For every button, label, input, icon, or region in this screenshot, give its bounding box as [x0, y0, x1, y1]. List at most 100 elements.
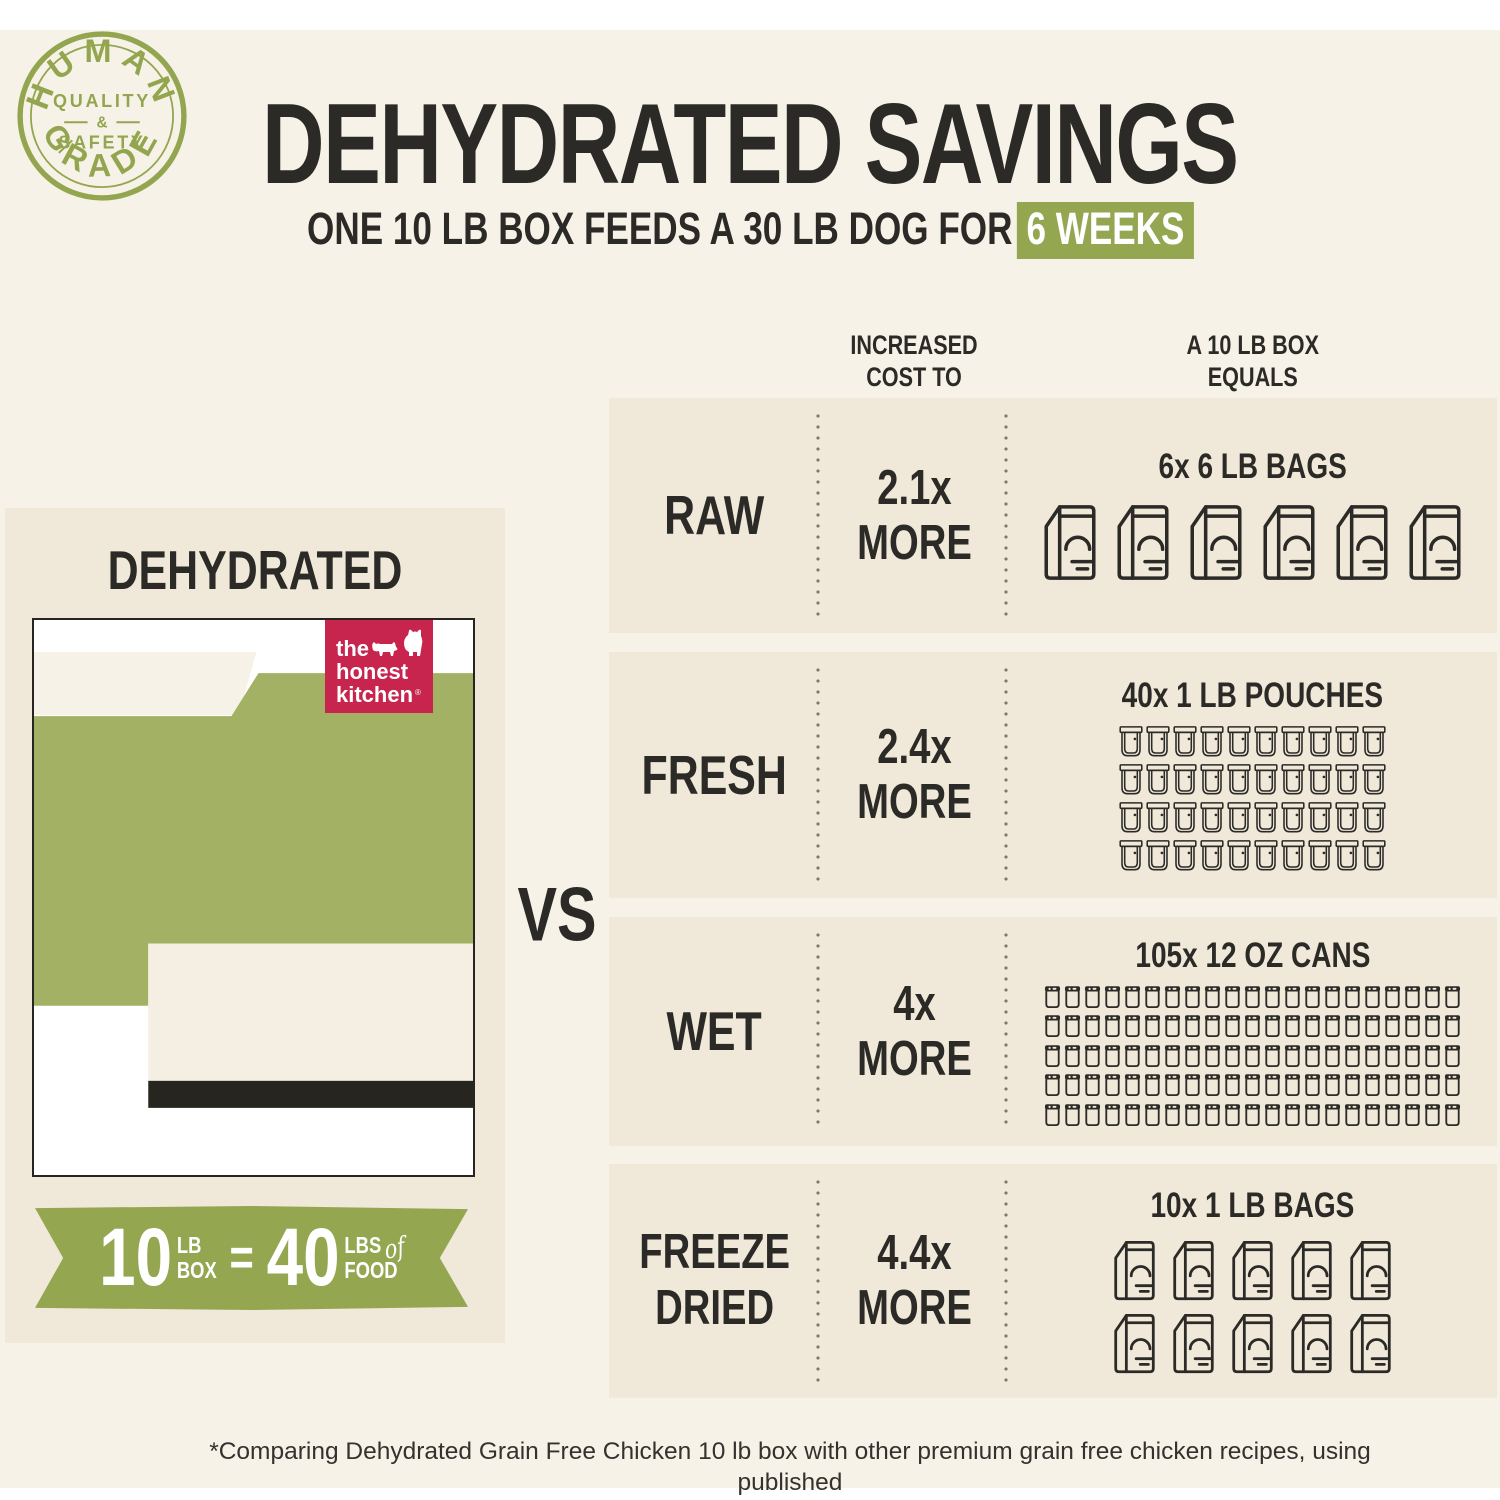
pouch-icon — [1281, 763, 1305, 798]
can-icon — [1064, 1013, 1081, 1039]
pouch-icon — [1227, 839, 1251, 874]
can-icon — [1144, 1043, 1161, 1069]
can-icon — [1324, 1043, 1341, 1069]
can-icon — [1444, 1102, 1461, 1128]
pouch-icon — [1227, 801, 1251, 836]
row-cost-cell: 2.4x MORE — [820, 652, 1008, 898]
row-label-cell: WET — [609, 917, 820, 1146]
bag-icon — [1346, 1311, 1395, 1377]
can-icon — [1264, 1072, 1281, 1098]
page-subtitle: ONE 10 LB BOX FEEDS A 30 LB DOG FOR 6 WEE… — [0, 202, 1500, 259]
can-icon — [1084, 1102, 1101, 1128]
pouch-icon — [1254, 801, 1278, 836]
can-icon — [1124, 984, 1141, 1010]
row-equals-cell: 10x 1 LB BAGS — [1008, 1164, 1497, 1398]
pouch-icon — [1119, 839, 1143, 874]
dotted-divider — [816, 668, 820, 882]
pouch-icon — [1173, 763, 1197, 798]
can-icon — [1144, 1013, 1161, 1039]
can-icon — [1364, 984, 1381, 1010]
can-icon — [1144, 984, 1161, 1010]
can-icon — [1444, 984, 1461, 1010]
row-equals-cell: 40x 1 LB POUCHES — [1008, 652, 1497, 898]
can-icon — [1164, 1043, 1181, 1069]
can-icon — [1064, 984, 1081, 1010]
row-label-cell: FRESH — [609, 652, 820, 898]
pouch-icon — [1335, 763, 1359, 798]
can-icon — [1204, 984, 1221, 1010]
ribbon-banner: 10 LB BOX = 40 LBS of FOOD — [35, 1206, 468, 1310]
can-icon — [1384, 1072, 1401, 1098]
table-row-freeze-dried: FREEZE DRIED 4.4x MORE 10x 1 LB BAGS — [609, 1164, 1497, 1398]
bag-icon — [1112, 501, 1174, 585]
cost-multiplier: 2.1x MORE — [856, 460, 972, 570]
can-icon — [1164, 1013, 1181, 1039]
product-box-image: the honest kitchen ® — [32, 618, 475, 1177]
bag-icon — [1404, 501, 1466, 585]
can-icon — [1364, 1043, 1381, 1069]
can-icon — [1124, 1043, 1141, 1069]
pouch-icon — [1200, 763, 1224, 798]
pouch-icon — [1119, 801, 1143, 836]
can-icon — [1184, 984, 1201, 1010]
can-icon — [1224, 1013, 1241, 1039]
dotted-divider — [816, 414, 820, 617]
pouch-icon — [1227, 763, 1251, 798]
row-label-cell: FREEZE DRIED — [609, 1164, 820, 1398]
pouch-icon — [1308, 763, 1332, 798]
can-icon — [1204, 1102, 1221, 1128]
row-equals-cell: 105x 12 OZ CANS — [1008, 917, 1497, 1146]
can-icon — [1444, 1013, 1461, 1039]
equals-title-text: 10x 1 LB BAGS — [1150, 1185, 1355, 1225]
badge-amp-text: & — [96, 115, 107, 132]
bag-icon — [1258, 501, 1320, 585]
can-icon — [1104, 1013, 1121, 1039]
can-icon — [1204, 1043, 1221, 1069]
pouch-icon — [1254, 839, 1278, 874]
pouch-icon — [1200, 839, 1224, 874]
row-label-cell: RAW — [609, 398, 820, 633]
dotted-divider — [1004, 933, 1008, 1130]
can-icon — [1044, 984, 1061, 1010]
can-icon — [1224, 1102, 1241, 1128]
equals-title: 6x 6 LB BAGS — [1135, 447, 1370, 487]
bag-icon-grid — [1110, 1238, 1396, 1377]
can-icon — [1384, 984, 1401, 1010]
can-icon — [1104, 1072, 1121, 1098]
can-icon — [1144, 1102, 1161, 1128]
pouch-icon — [1173, 839, 1197, 874]
bag-icon — [1287, 1311, 1336, 1377]
can-icon — [1404, 1013, 1421, 1039]
page-title-text: DEHYDRATED SAVINGS — [262, 81, 1239, 208]
pouch-icon — [1281, 839, 1305, 874]
ribbon-content: 10 LB BOX = 40 LBS of FOOD — [99, 1217, 406, 1299]
pouch-icon — [1227, 725, 1251, 760]
pouch-icon — [1308, 839, 1332, 874]
bag-icon — [1169, 1238, 1218, 1304]
can-icon — [1184, 1102, 1201, 1128]
can-icon — [1444, 1043, 1461, 1069]
equals-title-text: 6x 6 LB BAGS — [1158, 446, 1347, 486]
dehydrated-label: DEHYDRATED — [5, 538, 505, 602]
can-icon — [1184, 1043, 1201, 1069]
bag-icon — [1039, 501, 1101, 585]
can-icon — [1224, 1072, 1241, 1098]
can-icon — [1184, 1072, 1201, 1098]
can-icon — [1424, 1102, 1441, 1128]
can-icon — [1344, 984, 1361, 1010]
can-icon — [1204, 1072, 1221, 1098]
can-icon — [1444, 1072, 1461, 1098]
pouch-icon — [1173, 801, 1197, 836]
pouch-icon — [1308, 725, 1332, 760]
can-icon — [1064, 1043, 1081, 1069]
pouch-icon — [1362, 763, 1386, 798]
can-icon — [1364, 1013, 1381, 1039]
can-icon — [1064, 1102, 1081, 1128]
can-icon — [1404, 1102, 1421, 1128]
can-icon — [1284, 984, 1301, 1010]
can-icon — [1084, 1043, 1101, 1069]
bag-icon — [1228, 1238, 1277, 1304]
can-icon — [1384, 1043, 1401, 1069]
can-icon — [1364, 1072, 1381, 1098]
pouch-icon — [1173, 725, 1197, 760]
